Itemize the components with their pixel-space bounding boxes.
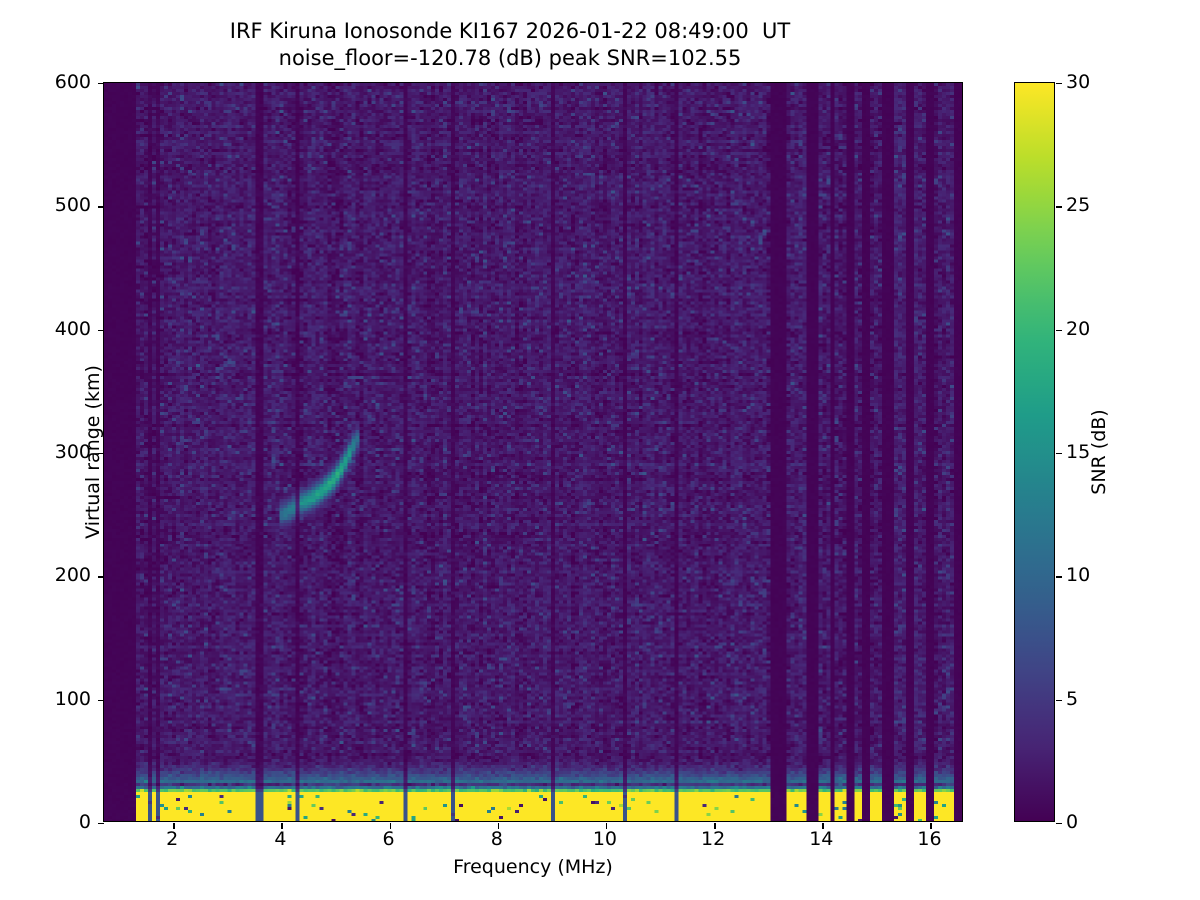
x-tick-label: 12 bbox=[701, 828, 726, 850]
x-tick bbox=[389, 823, 391, 829]
y-tick bbox=[98, 83, 104, 85]
x-tick bbox=[605, 823, 608, 829]
y-tick bbox=[98, 453, 104, 455]
x-tick-label: 16 bbox=[917, 828, 942, 850]
title-line-2: noise_floor=-120.78 (dB) peak SNR=102.55 bbox=[278, 46, 742, 71]
y-tick bbox=[98, 329, 104, 332]
y-tick bbox=[98, 576, 104, 578]
colorbar-tick bbox=[1056, 206, 1062, 208]
colorbar-tick bbox=[1056, 83, 1062, 85]
x-tick-label: 4 bbox=[274, 828, 287, 850]
x-tick-label: 8 bbox=[490, 828, 503, 850]
colorbar-tick bbox=[1056, 329, 1062, 332]
x-tick-label: 10 bbox=[592, 828, 618, 850]
figure-title: IRF Kiruna Ionosonde KI167 2026-01-22 08… bbox=[0, 18, 1020, 73]
y-tick bbox=[98, 206, 104, 208]
y-tick-label: 300 bbox=[54, 441, 91, 463]
x-tick-label: 6 bbox=[382, 828, 395, 850]
x-tick bbox=[173, 823, 175, 829]
colorbar-tick bbox=[1056, 699, 1062, 702]
y-tick-label: 100 bbox=[54, 687, 91, 710]
x-tick bbox=[714, 823, 716, 829]
colorbar-tick-label: 30 bbox=[1066, 71, 1091, 93]
y-tick-label: 500 bbox=[54, 194, 91, 217]
y-tick-label: 400 bbox=[54, 317, 91, 340]
colorbar-tick bbox=[1056, 453, 1062, 455]
title-line-1: IRF Kiruna Ionosonde KI167 2026-01-22 08… bbox=[229, 19, 791, 43]
colorbar-tick bbox=[1056, 576, 1062, 578]
x-tick-label: 2 bbox=[166, 828, 179, 850]
colorbar-tick-label: 20 bbox=[1066, 317, 1091, 340]
colorbar-tick-label: 25 bbox=[1066, 194, 1091, 217]
colorbar-tick bbox=[1056, 823, 1062, 825]
colorbar-tick-label: 10 bbox=[1066, 564, 1091, 587]
colorbar[interactable] bbox=[1014, 82, 1062, 825]
colorbar-label: SNR (dB) bbox=[1088, 409, 1110, 495]
colorbar-tick-label: 5 bbox=[1066, 687, 1079, 710]
x-tick-label: 14 bbox=[809, 828, 834, 850]
x-tick bbox=[822, 823, 824, 829]
plot-area[interactable] bbox=[98, 82, 963, 829]
colorbar-gradient bbox=[1015, 83, 1054, 821]
colorbar-tick-label: 15 bbox=[1066, 441, 1091, 463]
x-tick bbox=[281, 823, 283, 829]
y-tick bbox=[98, 823, 104, 825]
colorbar-tick-label: 0 bbox=[1066, 811, 1079, 833]
x-tick bbox=[930, 823, 932, 829]
y-tick-label: 600 bbox=[54, 71, 91, 93]
y-tick bbox=[98, 699, 104, 702]
ionogram-heatmap[interactable] bbox=[104, 83, 962, 821]
y-tick-label: 0 bbox=[78, 811, 91, 833]
x-axis-label: Frequency (MHz) bbox=[453, 856, 613, 878]
y-tick-label: 200 bbox=[54, 564, 91, 587]
x-tick bbox=[497, 823, 500, 829]
